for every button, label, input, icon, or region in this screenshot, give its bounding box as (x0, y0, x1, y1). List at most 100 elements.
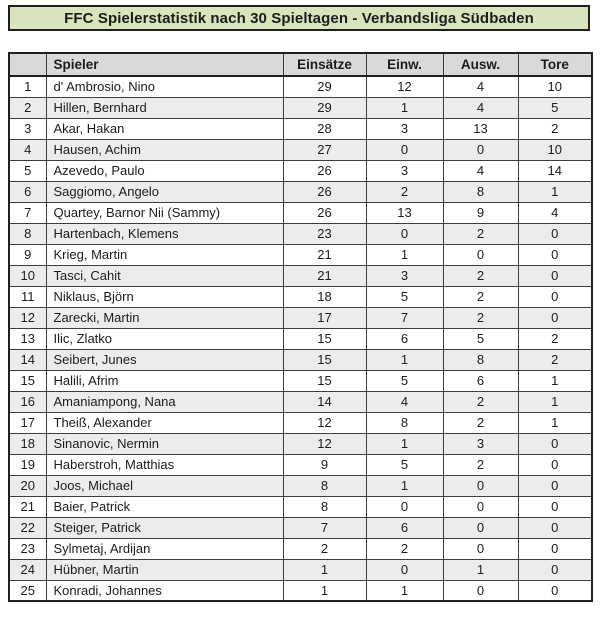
cell-goals: 10 (517, 138, 593, 161)
cell-sub-in: 5 (365, 453, 444, 476)
cell-sub-out: 8 (442, 180, 519, 203)
cell-sub-in: 0 (365, 495, 444, 518)
header-row: Spieler Einsätze Einw. Ausw. Tore (8, 52, 593, 77)
cell-sub-out: 2 (442, 306, 519, 329)
table-row: 5 Azevedo, Paulo 26 3 4 14 (8, 159, 593, 182)
cell-player: Halili, Afrim (45, 369, 284, 392)
header-sub-in: Einw. (365, 52, 444, 77)
cell-sub-out: 6 (442, 369, 519, 392)
cell-rank: 25 (8, 579, 47, 602)
table-row: 12 Zarecki, Martin 17 7 2 0 (8, 306, 593, 329)
cell-appearances: 26 (282, 180, 367, 203)
cell-goals: 5 (517, 96, 593, 119)
cell-sub-out: 0 (442, 495, 519, 518)
cell-appearances: 7 (282, 516, 367, 539)
cell-appearances: 27 (282, 138, 367, 161)
cell-goals: 1 (517, 390, 593, 413)
cell-player: Hübner, Martin (45, 558, 284, 581)
cell-player: Hartenbach, Klemens (45, 222, 284, 245)
cell-sub-out: 2 (442, 285, 519, 308)
cell-rank: 18 (8, 432, 47, 455)
cell-sub-in: 1 (365, 348, 444, 371)
cell-appearances: 18 (282, 285, 367, 308)
table-row: 13 Ilic, Zlatko 15 6 5 2 (8, 327, 593, 350)
cell-sub-in: 1 (365, 96, 444, 119)
table-row: 15 Halili, Afrim 15 5 6 1 (8, 369, 593, 392)
cell-appearances: 8 (282, 495, 367, 518)
cell-rank: 22 (8, 516, 47, 539)
cell-appearances: 14 (282, 390, 367, 413)
cell-player: Ilic, Zlatko (45, 327, 284, 350)
table-row: 11 Niklaus, Björn 18 5 2 0 (8, 285, 593, 308)
cell-sub-out: 0 (442, 243, 519, 266)
table-row: 2 Hillen, Bernhard 29 1 4 5 (8, 96, 593, 119)
cell-sub-out: 2 (442, 453, 519, 476)
cell-sub-in: 1 (365, 579, 444, 602)
cell-goals: 0 (517, 537, 593, 560)
table-header: Spieler Einsätze Einw. Ausw. Tore (8, 52, 593, 77)
cell-sub-out: 0 (442, 579, 519, 602)
cell-rank: 16 (8, 390, 47, 413)
cell-rank: 15 (8, 369, 47, 392)
table-row: 17 Theiß, Alexander 12 8 2 1 (8, 411, 593, 434)
table-row: 22 Steiger, Patrick 7 6 0 0 (8, 516, 593, 539)
table-row: 7 Quartey, Barnor Nii (Sammy) 26 13 9 4 (8, 201, 593, 224)
table-row: 1 d' Ambrosio, Nino 29 12 4 10 (8, 75, 593, 98)
cell-sub-out: 4 (442, 96, 519, 119)
cell-goals: 0 (517, 495, 593, 518)
cell-player: Saggiomo, Angelo (45, 180, 284, 203)
cell-sub-in: 2 (365, 537, 444, 560)
cell-sub-in: 8 (365, 411, 444, 434)
cell-rank: 8 (8, 222, 47, 245)
cell-player: Akar, Hakan (45, 117, 284, 140)
cell-goals: 0 (517, 264, 593, 287)
cell-rank: 3 (8, 117, 47, 140)
cell-sub-in: 1 (365, 474, 444, 497)
header-rank (8, 52, 47, 77)
cell-sub-out: 4 (442, 159, 519, 182)
cell-goals: 0 (517, 306, 593, 329)
cell-appearances: 28 (282, 117, 367, 140)
cell-rank: 12 (8, 306, 47, 329)
cell-goals: 0 (517, 222, 593, 245)
cell-appearances: 21 (282, 243, 367, 266)
cell-player: Amaniampong, Nana (45, 390, 284, 413)
cell-rank: 13 (8, 327, 47, 350)
cell-rank: 9 (8, 243, 47, 266)
cell-player: Hillen, Bernhard (45, 96, 284, 119)
cell-sub-in: 0 (365, 138, 444, 161)
cell-sub-in: 4 (365, 390, 444, 413)
table-row: 20 Joos, Michael 8 1 0 0 (8, 474, 593, 497)
cell-sub-out: 2 (442, 390, 519, 413)
cell-appearances: 1 (282, 558, 367, 581)
table-row: 10 Tasci, Cahit 21 3 2 0 (8, 264, 593, 287)
cell-rank: 24 (8, 558, 47, 581)
cell-rank: 21 (8, 495, 47, 518)
cell-appearances: 12 (282, 411, 367, 434)
header-appearances: Einsätze (282, 52, 367, 77)
table-row: 25 Konradi, Johannes 1 1 0 0 (8, 579, 593, 602)
cell-goals: 4 (517, 201, 593, 224)
cell-sub-in: 1 (365, 243, 444, 266)
cell-rank: 20 (8, 474, 47, 497)
cell-goals: 0 (517, 285, 593, 308)
cell-goals: 10 (517, 75, 593, 98)
cell-goals: 0 (517, 474, 593, 497)
header-goals: Tore (517, 52, 593, 77)
cell-goals: 0 (517, 516, 593, 539)
cell-appearances: 26 (282, 159, 367, 182)
cell-sub-in: 6 (365, 516, 444, 539)
cell-sub-in: 7 (365, 306, 444, 329)
cell-player: Haberstroh, Matthias (45, 453, 284, 476)
cell-goals: 2 (517, 348, 593, 371)
table-row: 18 Sinanovic, Nermin 12 1 3 0 (8, 432, 593, 455)
cell-goals: 1 (517, 411, 593, 434)
table-row: 16 Amaniampong, Nana 14 4 2 1 (8, 390, 593, 413)
cell-player: Sinanovic, Nermin (45, 432, 284, 455)
cell-appearances: 2 (282, 537, 367, 560)
table-row: 6 Saggiomo, Angelo 26 2 8 1 (8, 180, 593, 203)
cell-goals: 0 (517, 432, 593, 455)
cell-goals: 1 (517, 369, 593, 392)
cell-sub-out: 8 (442, 348, 519, 371)
cell-rank: 1 (8, 75, 47, 98)
